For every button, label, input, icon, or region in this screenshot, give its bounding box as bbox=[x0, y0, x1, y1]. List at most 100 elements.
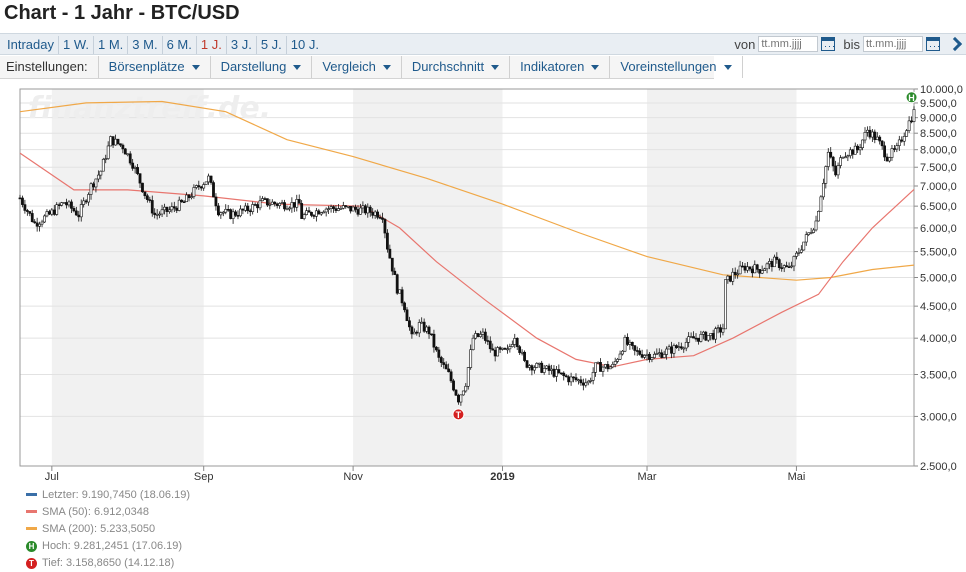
candle bbox=[35, 217, 39, 232]
candle-body bbox=[694, 337, 698, 340]
candle bbox=[190, 192, 193, 200]
candle-body bbox=[648, 353, 651, 360]
candle-body bbox=[57, 204, 61, 206]
candle-body bbox=[449, 371, 453, 382]
candle-body bbox=[670, 346, 673, 354]
candle-body bbox=[239, 208, 242, 217]
candle-body bbox=[408, 320, 411, 328]
candle bbox=[814, 215, 818, 232]
candle-body bbox=[70, 201, 73, 209]
candle-body bbox=[177, 199, 181, 211]
candle bbox=[408, 316, 411, 331]
candle-body bbox=[523, 351, 526, 361]
x-tick-label: Sep bbox=[194, 471, 214, 483]
candle-body bbox=[802, 241, 806, 251]
candle-body bbox=[635, 350, 639, 352]
candle-body bbox=[618, 353, 622, 360]
calendar-icon[interactable] bbox=[821, 37, 836, 51]
candle-body bbox=[716, 327, 720, 329]
period-tab[interactable]: 1 W. bbox=[59, 36, 94, 54]
range-from-input[interactable] bbox=[758, 36, 819, 52]
candle bbox=[706, 335, 710, 343]
calendar-icon[interactable] bbox=[926, 37, 940, 51]
candle-body bbox=[341, 205, 345, 209]
candle bbox=[185, 192, 188, 203]
settings-menu-item[interactable]: Vergleich bbox=[312, 56, 402, 78]
range-to-input[interactable] bbox=[863, 36, 923, 52]
chart-legend: Letzter: 9.190,7450 (18.06.19) SMA (50): … bbox=[26, 486, 190, 572]
candle-body bbox=[295, 199, 299, 208]
candle-body bbox=[697, 337, 700, 342]
candle bbox=[613, 357, 617, 368]
candle-body bbox=[486, 340, 490, 342]
chevron-right-icon[interactable] bbox=[947, 36, 963, 52]
settings-menu-item[interactable]: Darstellung bbox=[211, 56, 313, 78]
candle bbox=[261, 196, 264, 202]
candle bbox=[288, 206, 291, 212]
candle bbox=[202, 182, 206, 191]
candle bbox=[234, 209, 237, 218]
y-tick-label: 8.000,0 bbox=[920, 145, 957, 157]
candle-body bbox=[493, 349, 497, 357]
candle-body bbox=[92, 183, 95, 188]
candle-body bbox=[554, 369, 558, 377]
candle bbox=[626, 333, 629, 346]
candle bbox=[662, 350, 666, 359]
period-tab[interactable]: Intraday bbox=[3, 36, 59, 54]
candle-body bbox=[385, 232, 389, 250]
candle bbox=[890, 145, 894, 161]
candle bbox=[704, 330, 708, 342]
high-marker-icon bbox=[905, 91, 918, 104]
settings-menu-item-label: Vergleich bbox=[322, 59, 376, 74]
candle-body bbox=[126, 153, 130, 156]
settings-menu-item[interactable]: Indikatoren bbox=[510, 56, 611, 78]
candle bbox=[596, 361, 600, 364]
candle bbox=[812, 228, 815, 234]
candle-body bbox=[471, 337, 475, 350]
candle-body bbox=[557, 369, 561, 374]
settings-menu-item-label: Durchschnitt bbox=[411, 59, 485, 74]
candle bbox=[853, 142, 857, 155]
candle-body bbox=[858, 147, 862, 151]
candle bbox=[383, 218, 387, 239]
y-tick-label: 6.500,0 bbox=[920, 201, 957, 213]
candle bbox=[307, 206, 311, 213]
candle-body bbox=[724, 279, 727, 330]
period-tab[interactable]: 3 M. bbox=[128, 36, 163, 54]
candle bbox=[829, 147, 833, 159]
settings-menu-item[interactable]: Börsenplätze bbox=[99, 56, 211, 78]
candle bbox=[239, 205, 242, 218]
candle bbox=[552, 365, 556, 378]
period-tab[interactable]: 1 M. bbox=[94, 36, 129, 54]
candle-body bbox=[310, 211, 313, 216]
candle bbox=[209, 175, 213, 185]
candle bbox=[216, 203, 220, 217]
candle bbox=[461, 390, 465, 396]
settings-menu-item[interactable]: Voreinstellungen bbox=[610, 56, 743, 78]
candle-body bbox=[746, 266, 749, 271]
candle-body bbox=[371, 212, 375, 216]
settings-menu-item[interactable]: Durchschnitt bbox=[402, 56, 511, 78]
period-tab[interactable]: 10 J. bbox=[290, 37, 319, 52]
period-tab[interactable]: 6 M. bbox=[163, 36, 197, 54]
period-tab[interactable]: 3 J. bbox=[227, 36, 257, 54]
candle bbox=[599, 358, 602, 372]
candle bbox=[557, 364, 561, 374]
candle-body bbox=[770, 261, 774, 268]
period-tab[interactable]: 5 J. bbox=[257, 36, 287, 54]
candle-body bbox=[317, 210, 321, 215]
candle-body bbox=[704, 331, 708, 341]
candle bbox=[442, 358, 446, 369]
period-tab[interactable]: 1 J. bbox=[197, 36, 227, 54]
candle bbox=[648, 351, 651, 363]
candle-body bbox=[79, 204, 83, 218]
candle bbox=[804, 231, 808, 246]
candle bbox=[586, 379, 590, 386]
candle-body bbox=[258, 200, 262, 209]
candle-body bbox=[285, 208, 289, 211]
candle bbox=[241, 208, 245, 215]
candle-body bbox=[141, 182, 144, 193]
candle-body bbox=[131, 162, 135, 169]
candle bbox=[540, 360, 544, 374]
candle-body bbox=[518, 346, 522, 353]
